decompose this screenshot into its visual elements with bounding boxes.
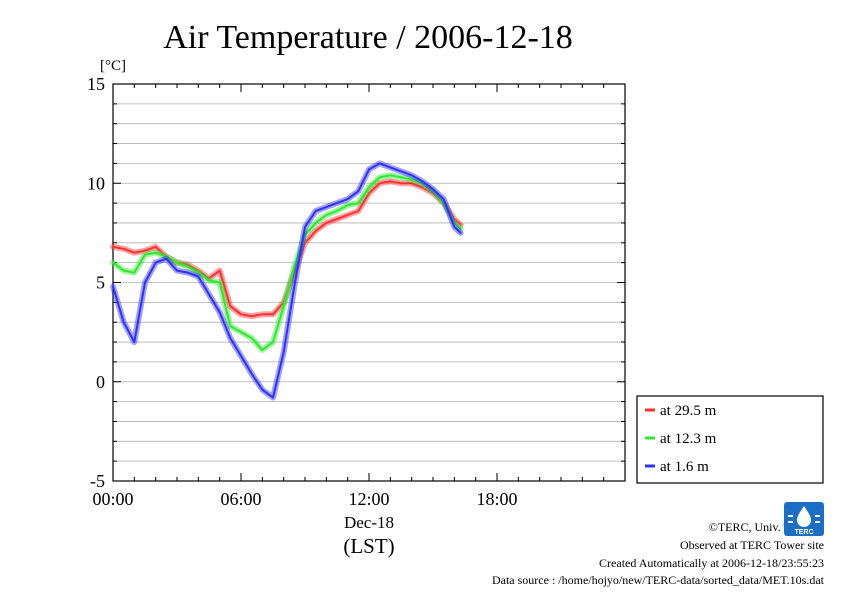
legend: at 29.5 m at 12.3 m at 1.6 m — [636, 395, 824, 484]
series-2 — [110, 172, 464, 353]
y-tick-label: 15 — [87, 74, 105, 94]
grid — [113, 103, 625, 462]
x-tick-label: 12:00 — [348, 489, 389, 509]
series-group — [110, 160, 464, 401]
series-line-halo — [110, 160, 464, 401]
credit-created: Created Automatically at 2006-12-18/23:5… — [599, 556, 824, 570]
axis-ticks: 15 10 5 0 -500:00 06:00 12:00 18:00 — [87, 74, 626, 509]
credit-observed: Observed at TERC Tower site — [679, 538, 824, 552]
y-tick-label: 10 — [87, 173, 105, 193]
legend-label: at 12.3 m — [660, 431, 717, 447]
logo-text: TERC — [794, 529, 813, 536]
x-tick-label: 06:00 — [220, 489, 261, 509]
terc-logo: TERC — [784, 502, 824, 536]
logo-lines — [788, 515, 820, 523]
series-line — [112, 174, 462, 351]
legend-label: at 29.5 m — [660, 403, 717, 419]
logo-drop-shape — [797, 506, 811, 527]
x-axis-date-label: Dec-18 — [344, 513, 394, 532]
x-tick-label: 18:00 — [476, 489, 517, 509]
x-tick-label: 00:00 — [92, 489, 133, 509]
y-tick-label: -5 — [90, 471, 105, 491]
legend-label: at 1.6 m — [660, 459, 709, 475]
legend-box — [636, 395, 824, 484]
series-line — [112, 162, 462, 399]
credit-source: Data source : /home/hojyo/new/TERC-data/… — [491, 573, 824, 587]
x-axis-tz-label: (LST) — [343, 534, 394, 558]
y-axis-label: [°C] — [100, 58, 126, 74]
y-tick-label: 0 — [96, 372, 105, 392]
y-tick-label: 5 — [96, 273, 105, 293]
series-3 — [110, 160, 464, 401]
chart-title: Air Temperature / 2006-12-18 — [163, 19, 573, 56]
